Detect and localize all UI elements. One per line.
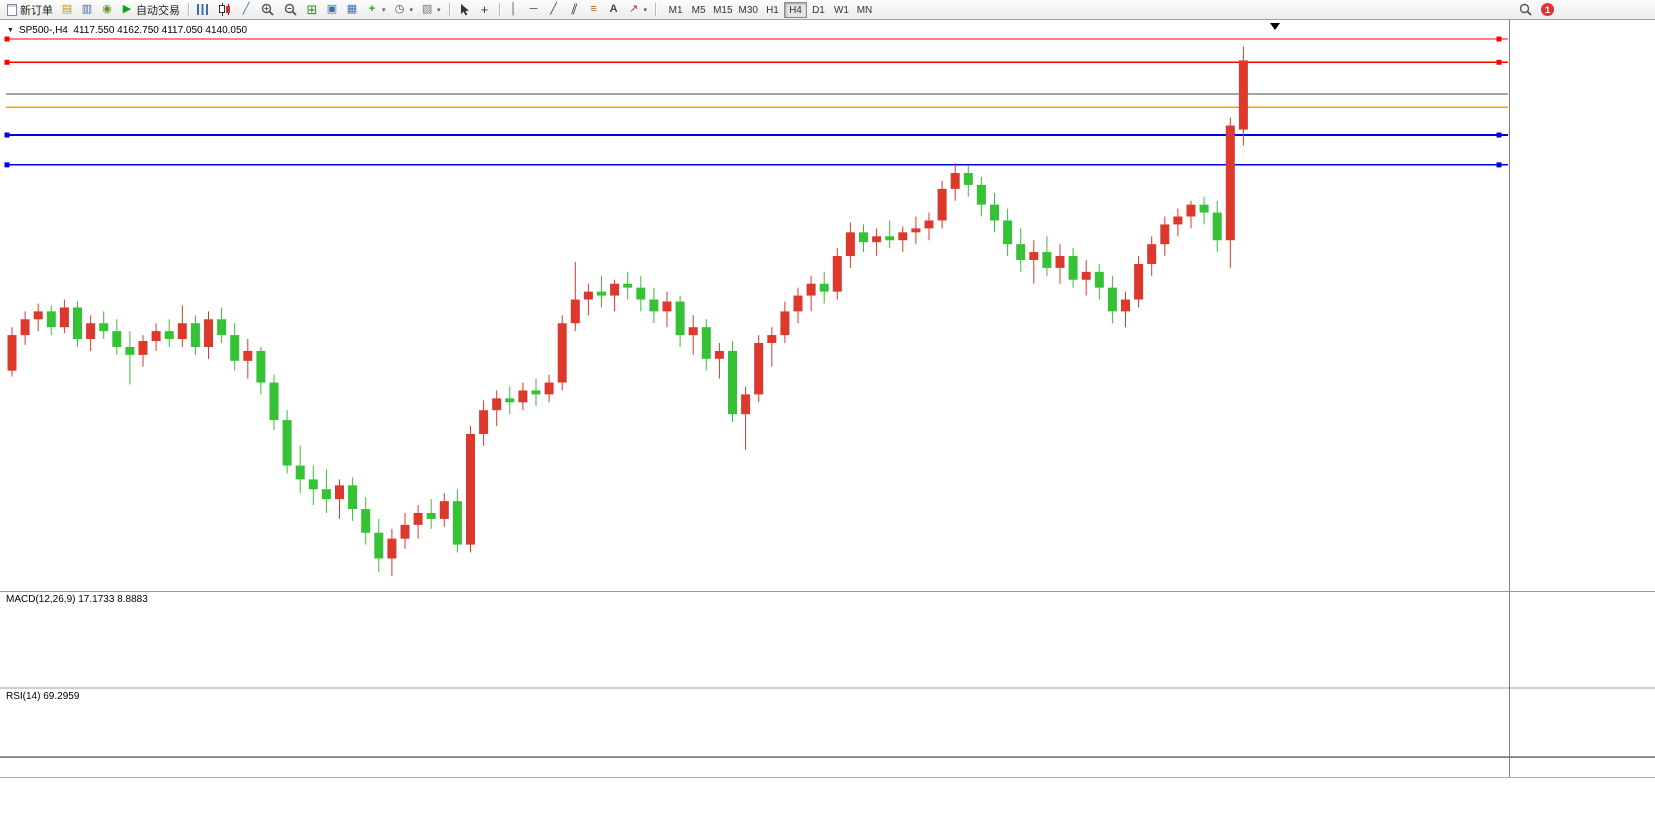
rsi-indicator-label: RSI(14) 69.2959 — [6, 691, 80, 702]
cascade-windows-button[interactable]: ▣ — [322, 1, 342, 18]
zoom-in-icon — [261, 3, 274, 16]
toolbar-right-group: 1 — [1514, 1, 1554, 18]
hline-handle[interactable] — [1496, 132, 1502, 138]
cascade-windows-icon: ▣ — [326, 3, 338, 15]
horizontal-line-button[interactable]: ─ — [524, 1, 544, 18]
hline-handle[interactable] — [1496, 162, 1502, 168]
trendline-button[interactable]: ╱ — [544, 1, 564, 18]
search-button[interactable] — [1514, 1, 1537, 18]
add-indicator-icon: + — [368, 3, 376, 15]
symbol-menu-icon[interactable]: ▼ — [7, 27, 14, 34]
toolbar-separator — [188, 3, 189, 16]
arrows-tool-button[interactable]: ↗ ▾ — [624, 1, 652, 18]
toolbar-separator — [655, 3, 657, 16]
fibonacci-icon: ≡ — [590, 3, 597, 15]
toolbar-separator — [498, 3, 500, 16]
crosshair-icon: + — [480, 2, 489, 17]
tile-horizontal-button[interactable]: ▦ — [342, 1, 362, 18]
bar-chart-type-button[interactable] — [193, 1, 214, 18]
trendline-icon: ╱ — [550, 3, 557, 15]
horizontal-line-icon: ─ — [529, 3, 538, 15]
arrow-tool-icon: ↗ — [628, 3, 639, 15]
hline-handle[interactable] — [4, 59, 10, 65]
timeframe-d1-button[interactable]: D1 — [812, 4, 825, 16]
hline-handle[interactable] — [1496, 59, 1502, 65]
market-watch-icon: ▤ — [61, 3, 73, 15]
vertical-line-icon: │ — [510, 3, 517, 15]
hline-handle[interactable] — [4, 162, 10, 168]
zoom-in-button[interactable] — [256, 1, 279, 18]
tile-windows-button[interactable]: ⊞ — [302, 1, 322, 18]
new-order-button[interactable]: 新订单 — [3, 1, 57, 18]
chart-info-line[interactable]: ▼ SP500-,H4 4117.550 4162.750 4117.050 4… — [7, 25, 247, 36]
periods-button[interactable]: ◷ ▾ — [390, 1, 418, 18]
macd-indicator-label: MACD(12,26,9) 17.1733 8.8883 — [6, 594, 148, 605]
hline-handle[interactable] — [4, 132, 10, 138]
new-order-label: 新订单 — [20, 4, 53, 17]
auto-trading-button[interactable]: ▶ 自动交易 — [117, 1, 184, 18]
candlestick-icon — [218, 3, 232, 16]
timeframe-m30-button[interactable]: M30 — [738, 4, 758, 16]
timeframe-h4-button[interactable]: H4 — [783, 1, 807, 18]
timeframe-h1-button[interactable]: H1 — [766, 4, 779, 16]
search-icon — [1519, 3, 1532, 16]
text-tool-icon: A — [609, 3, 618, 15]
auto-trading-icon: ▶ — [122, 3, 132, 15]
timeframe-m15-button[interactable]: M15 — [713, 4, 733, 16]
fibonacci-button[interactable]: ≡ — [584, 1, 604, 18]
dropdown-caret-icon: ▾ — [409, 6, 414, 14]
zoom-out-button[interactable] — [279, 1, 302, 18]
hline-objects[interactable] — [4, 36, 1509, 168]
cursor-button[interactable] — [454, 1, 475, 18]
channel-icon: ∥ — [569, 3, 579, 15]
zoom-out-icon — [284, 3, 297, 16]
timeframe-toolbar: M1 M5 M15 M30 H1 H4 D1 W1 MN — [664, 1, 876, 18]
templates-button[interactable]: ▨ ▾ — [417, 1, 445, 18]
terminal-button[interactable]: ◉ — [97, 1, 117, 18]
timeframe-w1-button[interactable]: W1 — [833, 4, 849, 16]
line-chart-icon: ╱ — [242, 3, 250, 15]
candlesticks — [7, 46, 1248, 577]
symbol-ohlc-text: SP500-,H4 4117.550 4162.750 4117.050 414… — [18, 25, 248, 36]
hline-handle[interactable] — [4, 36, 10, 42]
data-window-icon: ▥ — [81, 3, 93, 15]
terminal-icon: ◉ — [102, 3, 112, 15]
channel-button[interactable]: ∥ — [564, 1, 584, 18]
market-watch-button[interactable]: ▤ — [57, 1, 77, 18]
timeframe-mn-button[interactable]: MN — [856, 4, 873, 16]
tile-horizontal-icon: ▦ — [346, 3, 358, 15]
timeframe-m5-button[interactable]: M5 — [691, 4, 706, 16]
line-chart-type-button[interactable]: ╱ — [236, 1, 256, 18]
chart-shift-marker[interactable] — [1270, 23, 1280, 30]
dropdown-caret-icon: ▾ — [382, 6, 386, 14]
crosshair-button[interactable]: + — [475, 1, 495, 18]
tile-windows-icon: ⊞ — [306, 2, 318, 17]
auto-trading-label: 自动交易 — [136, 4, 180, 17]
notification-badge[interactable]: 1 — [1541, 3, 1554, 16]
text-tool-button[interactable]: A — [604, 1, 624, 18]
bar-chart-icon — [197, 4, 210, 15]
template-icon: ▨ — [421, 3, 433, 15]
indicators-button[interactable]: + ▾ — [362, 1, 390, 18]
hline-handle[interactable] — [1496, 36, 1502, 42]
main-toolbar: 新订单 ▤ ▥ ◉ ▶ 自动交易 ╱ ⊞ ▣ ▦ + ▾ ◷ ▾ ▨ ▾ + │ ─ … — [0, 0, 1655, 20]
dropdown-caret-icon: ▾ — [437, 6, 441, 14]
vertical-line-button[interactable]: │ — [504, 1, 524, 18]
new-order-icon — [7, 3, 17, 16]
cursor-icon — [460, 3, 469, 15]
toolbar-separator — [448, 3, 450, 16]
data-window-button[interactable]: ▥ — [77, 1, 97, 18]
candlestick-type-button[interactable] — [214, 1, 236, 18]
dropdown-caret-icon: ▾ — [643, 6, 648, 14]
clock-icon: ◷ — [394, 3, 405, 15]
timeframe-m1-button[interactable]: M1 — [668, 4, 683, 16]
